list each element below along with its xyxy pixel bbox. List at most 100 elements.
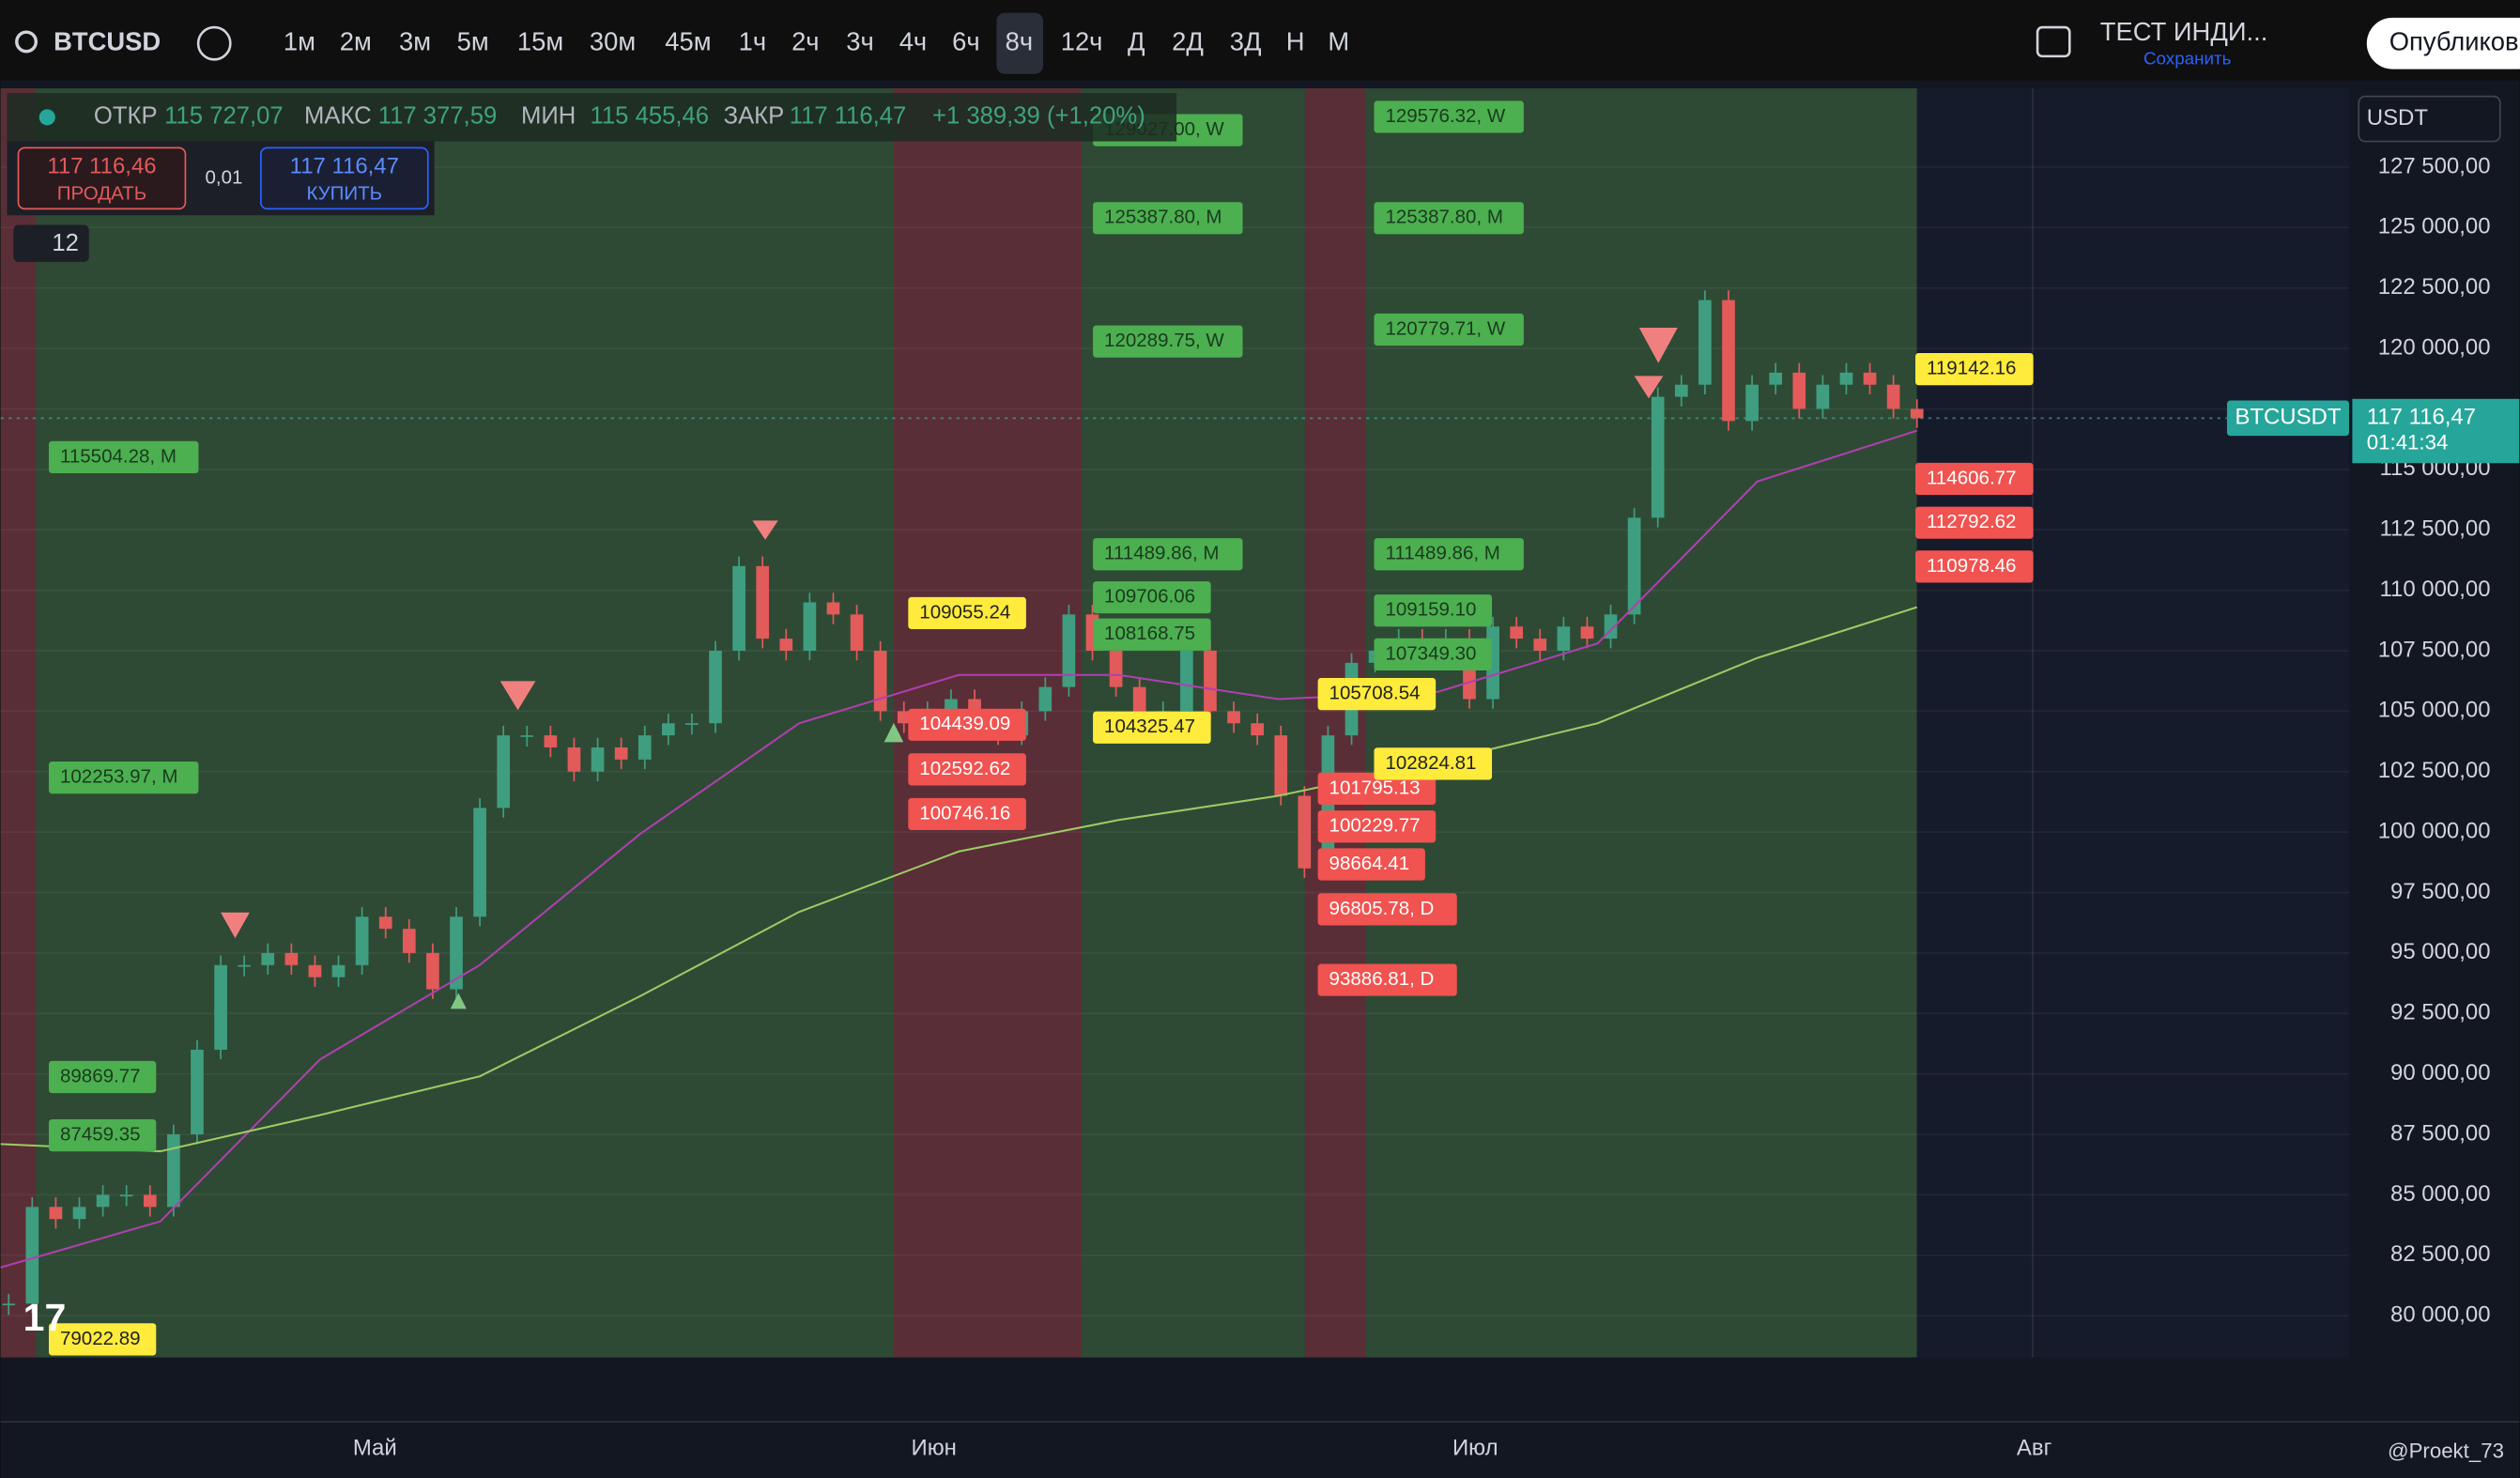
sell-button[interactable] [17,146,187,210]
timeframe[interactable]: 1ч [739,26,766,55]
currency[interactable]: USDT [2367,105,2429,131]
candle [1204,650,1217,712]
buy-label[interactable]: КУПИТЬ [306,182,382,204]
price-tag-timer: 01:41:34 [2367,431,2449,454]
candle [544,735,558,748]
price-tag [2352,398,2520,464]
candle [450,916,463,990]
timeframe[interactable]: 2Д [1172,26,1204,55]
buy-button[interactable] [259,146,429,210]
y-tick-label: 125 000,00 [2378,214,2491,239]
layout-icon[interactable] [2036,25,2071,58]
publish-label[interactable]: Опубликов [2389,26,2519,55]
timeframe[interactable]: 8ч [1006,26,1033,55]
y-tick-label: 92 500,00 [2390,1000,2491,1025]
timeframe[interactable]: 12ч [1061,26,1103,55]
candle [1510,626,1524,639]
level-tag [908,596,1026,630]
candle [1863,372,1877,385]
level-label: 105708.54 [1329,683,1421,704]
y-tick-label: 110 000,00 [2379,577,2490,602]
timeframe[interactable]: М [1328,26,1349,55]
y-tick-label: 122 500,00 [2378,274,2491,300]
candle [1627,517,1641,615]
timeframe[interactable]: 15м [517,26,563,55]
candle [261,952,275,965]
sell-signal [1638,328,1678,363]
level-label: 109706.06 [1104,586,1195,608]
x-tick-label: Авг [2017,1436,2052,1461]
ohlc-label: ЗАКР [724,103,785,130]
timeframe[interactable]: 1м [284,26,315,55]
timeframe[interactable]: 6ч [952,26,979,55]
future-zone [1916,88,2349,1358]
x-tick-label: Май [353,1436,397,1461]
y-tick-label: 95 000,00 [2390,939,2491,964]
level-tag [49,1323,157,1356]
timeframe[interactable]: 3Д [1230,26,1262,55]
level-tag [49,1060,157,1094]
level-tag [49,1118,157,1152]
symbol[interactable]: BTCUSD [54,26,161,55]
timeframe[interactable]: 2м [340,26,372,55]
level-tag [1093,538,1243,571]
buy-price[interactable]: 117 116,47 [290,153,399,178]
level-tag [1093,325,1243,358]
timeframe[interactable]: 3ч [846,26,873,55]
ohlc-label: МИН [521,103,576,130]
sell-label[interactable]: ПРОДАТЬ [57,182,146,204]
y-tick-label: 80 000,00 [2390,1302,2491,1328]
candle [284,952,299,965]
moving-average [0,606,1918,1153]
candle [2,1303,16,1306]
level-tag [908,708,1026,741]
add-symbol[interactable] [196,25,232,61]
timeframe[interactable]: Н [1286,26,1305,55]
y-tick-label: 105 000,00 [2378,698,2491,723]
symbol-tag [2226,400,2349,437]
level-label: 98664.41 [1329,853,1410,874]
bear-zone [0,88,37,1358]
level-label: 96805.78, D [1329,898,1435,919]
save-button[interactable]: Сохранить [2144,48,2232,68]
candle [1038,686,1053,712]
publish-button[interactable] [2366,17,2520,69]
timeframe[interactable]: 45м [665,26,711,55]
level-label: 125387.80, M [1385,207,1502,228]
level-tag [1915,462,2034,496]
sell-price[interactable]: 117 116,46 [47,153,156,178]
level-tag [1374,313,1524,346]
ohlc-value: 115 455,46 [591,103,710,130]
search-icon[interactable] [15,30,38,54]
timeframe[interactable]: 30м [590,26,636,55]
candle [426,952,439,990]
symbol-tag-label: BTCUSDT [2235,405,2341,430]
candle [143,1194,157,1208]
level-label: 89869.77 [60,1065,141,1086]
indicators-count[interactable]: 12 [52,230,79,256]
candle [1769,372,1783,385]
level-label: 104439.09 [919,713,1010,734]
candle [779,639,793,651]
timeframe[interactable]: 2ч [791,26,819,55]
candle [1062,614,1076,687]
level-tag [1374,594,1493,627]
level-label: 87459.35 [60,1124,141,1146]
candle [119,1194,133,1197]
layout-name[interactable]: ТЕСТ ИНДИ... [2100,17,2268,46]
indicators-toggle[interactable] [13,224,89,262]
timeframe[interactable]: 5м [457,26,489,55]
timeframe[interactable]: Д [1128,26,1145,55]
level-label: 108168.75 [1104,623,1195,644]
timeframe[interactable]: 3м [399,26,431,55]
currency-select[interactable] [2358,95,2501,143]
level-tag [1317,772,1437,806]
level-tag [1093,618,1211,651]
level-label: 107349.30 [1385,642,1476,664]
timeframe[interactable]: 4ч [899,26,927,55]
candle [1886,384,1900,409]
y-tick-label: 97 500,00 [2390,879,2491,904]
level-label: 115504.28, M [60,445,177,467]
candle [1251,723,1264,736]
candle [1298,795,1312,869]
